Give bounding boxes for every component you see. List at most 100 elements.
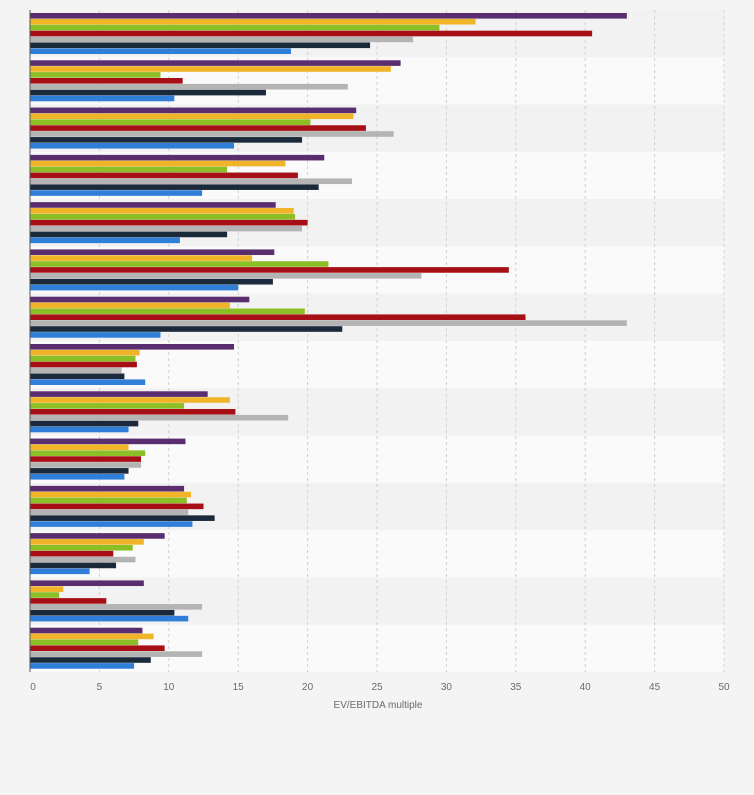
bar (30, 166, 228, 173)
bar (30, 509, 189, 516)
bar (30, 72, 161, 78)
bar (30, 190, 203, 196)
bar (30, 184, 319, 190)
x-tick-label: 10 (163, 682, 175, 693)
bar (30, 160, 286, 167)
bar (30, 219, 308, 226)
bar (30, 403, 185, 409)
bar (30, 426, 129, 433)
bar (30, 125, 366, 131)
bar (30, 408, 236, 415)
bar (30, 302, 230, 309)
bar (30, 314, 526, 321)
bar (30, 651, 203, 657)
bar (30, 131, 394, 137)
bar (30, 592, 60, 598)
bar (30, 456, 142, 462)
bar (30, 284, 239, 291)
x-tick-label: 0 (30, 682, 36, 693)
bar (30, 349, 140, 356)
bar (30, 237, 180, 244)
bar (30, 261, 329, 267)
x-tick-label: 35 (510, 682, 522, 693)
bar (30, 663, 135, 669)
bar (30, 604, 203, 610)
x-tick-label: 5 (97, 682, 103, 693)
bar (30, 18, 476, 25)
bar (30, 119, 311, 125)
bar (30, 107, 357, 114)
bar (30, 278, 273, 285)
bar (30, 503, 204, 510)
bar (30, 414, 289, 421)
bar (30, 255, 253, 261)
bar (30, 397, 230, 403)
bar (30, 580, 144, 587)
bar (30, 473, 125, 480)
bar (30, 77, 183, 84)
bar (30, 515, 215, 521)
bar (30, 154, 325, 161)
x-tick-label: 25 (371, 682, 383, 693)
bar (30, 373, 125, 380)
bar (30, 586, 64, 592)
bar (30, 320, 627, 326)
bar (30, 48, 291, 54)
bar (30, 225, 303, 232)
bar (30, 66, 391, 72)
bar (30, 391, 208, 397)
bar (30, 142, 235, 149)
bar (30, 544, 133, 551)
bar (30, 450, 146, 456)
bar (30, 639, 139, 646)
x-tick-label: 20 (302, 682, 314, 693)
bar (30, 89, 266, 96)
bar (30, 657, 151, 663)
bar (30, 202, 276, 208)
bar (30, 267, 509, 273)
bar (30, 178, 353, 185)
x-tick-label: 50 (718, 682, 730, 693)
bar (30, 231, 228, 238)
bar (30, 438, 186, 445)
bar (30, 462, 142, 468)
bar (30, 60, 401, 66)
bar (30, 468, 129, 474)
bar (30, 137, 303, 143)
bar (30, 633, 154, 640)
bar (30, 497, 187, 504)
bar (30, 36, 414, 43)
x-tick-label: 15 (233, 682, 245, 693)
bar (30, 113, 354, 120)
bar (30, 361, 137, 368)
x-axis-title: EV/EBITDA multiple (334, 700, 423, 711)
bar (30, 556, 136, 563)
x-tick-label: 30 (441, 682, 453, 693)
bar (30, 332, 161, 338)
bar (30, 42, 371, 49)
bars (30, 13, 627, 669)
bar (30, 326, 343, 332)
bar (30, 539, 144, 545)
bar (30, 208, 294, 214)
bar (30, 367, 122, 374)
bar (30, 598, 107, 604)
bar (30, 485, 185, 492)
x-tick-label: 45 (649, 682, 661, 693)
bar (30, 609, 175, 616)
bar (30, 95, 175, 102)
bar (30, 273, 422, 279)
bar (30, 308, 305, 315)
bar (30, 533, 165, 539)
bar (30, 172, 298, 179)
x-tick-label: 40 (580, 682, 592, 693)
bar (30, 83, 348, 90)
bar (30, 444, 129, 451)
bar (30, 420, 139, 427)
bar (30, 355, 136, 362)
bar (30, 491, 192, 498)
bar (30, 615, 189, 622)
bar (30, 13, 627, 19)
